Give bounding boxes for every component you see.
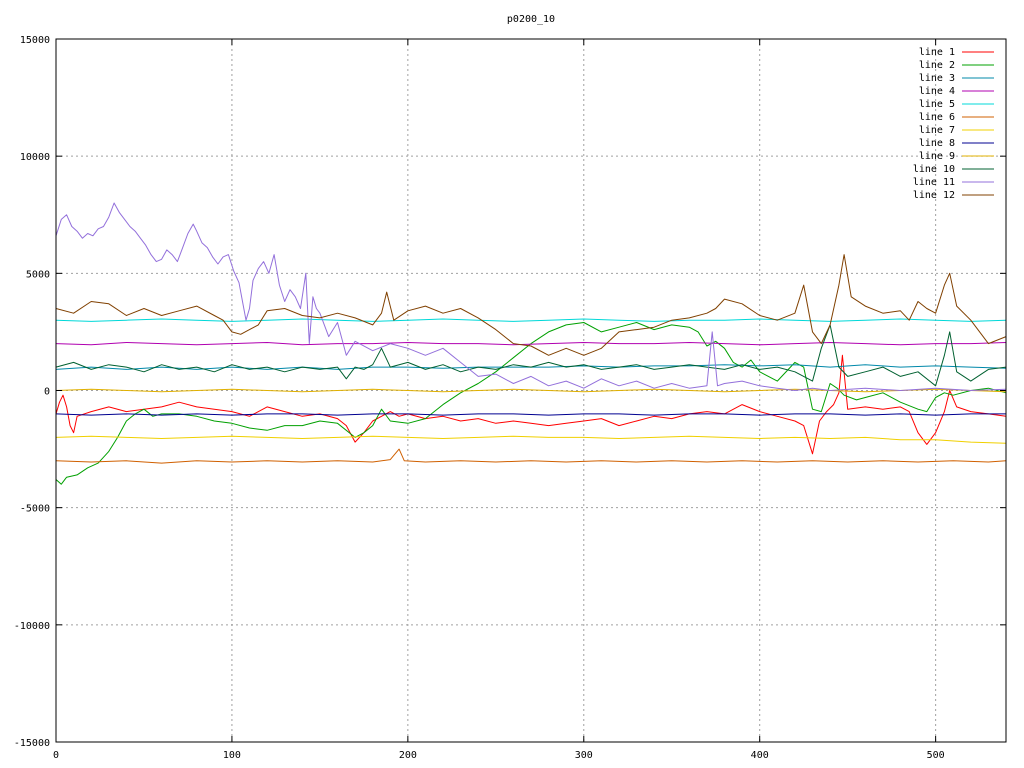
legend-label: line 6 xyxy=(919,112,955,123)
series-line-2 xyxy=(55,322,1007,485)
legend-item-12: line 12 xyxy=(913,190,994,201)
y-tick-label: -5000 xyxy=(20,504,50,515)
series-line-7 xyxy=(55,435,1007,444)
chart-title: p0200_10 xyxy=(507,14,555,25)
series-line-12 xyxy=(55,254,1007,356)
legend-item-3: line 3 xyxy=(919,73,994,84)
x-tick-label: 0 xyxy=(53,750,59,761)
legend-label: line 2 xyxy=(919,60,955,71)
axis-ticks: 0 100 200 300 400 500 -15000 -10000 -5000 0 5000 10… xyxy=(14,35,1006,761)
series-line-5 xyxy=(55,318,1007,322)
x-tick-label: 200 xyxy=(399,750,417,761)
y-tick-label: 0 xyxy=(44,387,50,398)
legend-label: line 5 xyxy=(919,99,955,110)
legend-label: line 12 xyxy=(913,190,955,201)
series-line-11 xyxy=(55,202,1007,391)
x-tick-label: 500 xyxy=(927,750,945,761)
legend-item-2: line 2 xyxy=(919,60,994,71)
legend-label: line 11 xyxy=(913,177,955,188)
legend-item-8: line 8 xyxy=(919,138,994,149)
series-line-1 xyxy=(55,354,1007,455)
legend-label: line 3 xyxy=(919,73,955,84)
legend-item-11: line 11 xyxy=(913,177,994,188)
legend-label: line 4 xyxy=(919,86,955,97)
plot-series xyxy=(55,202,1007,485)
series-line-8 xyxy=(55,413,1006,416)
x-tick-label: 300 xyxy=(575,750,593,761)
legend-label: line 8 xyxy=(919,138,955,149)
legend-item-10: line 10 xyxy=(913,164,994,175)
legend-item-9: line 9 xyxy=(919,151,994,162)
series-line-10 xyxy=(55,324,1007,387)
legend-item-6: line 6 xyxy=(919,112,994,123)
legend-label: line 7 xyxy=(919,125,955,136)
series-line-6 xyxy=(55,448,1007,464)
y-tick-label: 15000 xyxy=(20,35,50,46)
y-tick-label: -10000 xyxy=(14,621,50,632)
x-tick-label: 100 xyxy=(223,750,241,761)
legend-label: line 9 xyxy=(919,151,955,162)
series-line-9 xyxy=(55,388,1007,393)
legend-label: line 10 xyxy=(913,164,955,175)
y-tick-label: 5000 xyxy=(26,269,50,280)
legend-item-1: line 1 xyxy=(919,47,994,58)
legend-item-5: line 5 xyxy=(919,99,994,110)
legend-item-4: line 4 xyxy=(919,86,994,97)
legend: line 1 line 2 line 3 line 4 line 5 line 6 line… xyxy=(913,47,994,201)
x-tick-label: 400 xyxy=(751,750,769,761)
y-tick-label: 10000 xyxy=(20,152,50,163)
legend-label: line 1 xyxy=(919,47,955,58)
y-tick-label: -15000 xyxy=(14,738,50,749)
legend-item-7: line 7 xyxy=(919,125,994,136)
series-line-4 xyxy=(55,342,1007,346)
